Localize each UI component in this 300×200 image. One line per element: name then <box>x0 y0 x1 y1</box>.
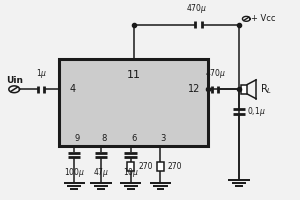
Text: 10$\mu$: 10$\mu$ <box>123 166 139 179</box>
Text: 9: 9 <box>75 134 80 143</box>
Text: 270: 270 <box>168 162 182 171</box>
Text: 0,1$\mu$: 0,1$\mu$ <box>247 105 265 118</box>
Text: 4: 4 <box>70 84 76 94</box>
Text: 470$\mu$: 470$\mu$ <box>205 67 226 80</box>
Text: R$_L$: R$_L$ <box>260 82 272 96</box>
Text: 6: 6 <box>131 134 136 143</box>
Text: 270: 270 <box>138 162 153 171</box>
Text: 470$\mu$: 470$\mu$ <box>185 2 207 15</box>
Text: 8: 8 <box>101 134 106 143</box>
Text: 47$\mu$: 47$\mu$ <box>93 166 109 179</box>
Text: 3: 3 <box>161 134 166 143</box>
Text: Uin: Uin <box>6 76 23 85</box>
Text: 12: 12 <box>188 84 201 94</box>
Bar <box>157 162 164 171</box>
Text: + Vcc: + Vcc <box>251 14 276 23</box>
Bar <box>59 59 208 146</box>
Text: 11: 11 <box>127 70 141 80</box>
Bar <box>128 162 134 171</box>
Bar <box>241 85 247 94</box>
Text: 100$\mu$: 100$\mu$ <box>64 166 85 179</box>
Text: 1$\mu$: 1$\mu$ <box>36 67 47 80</box>
